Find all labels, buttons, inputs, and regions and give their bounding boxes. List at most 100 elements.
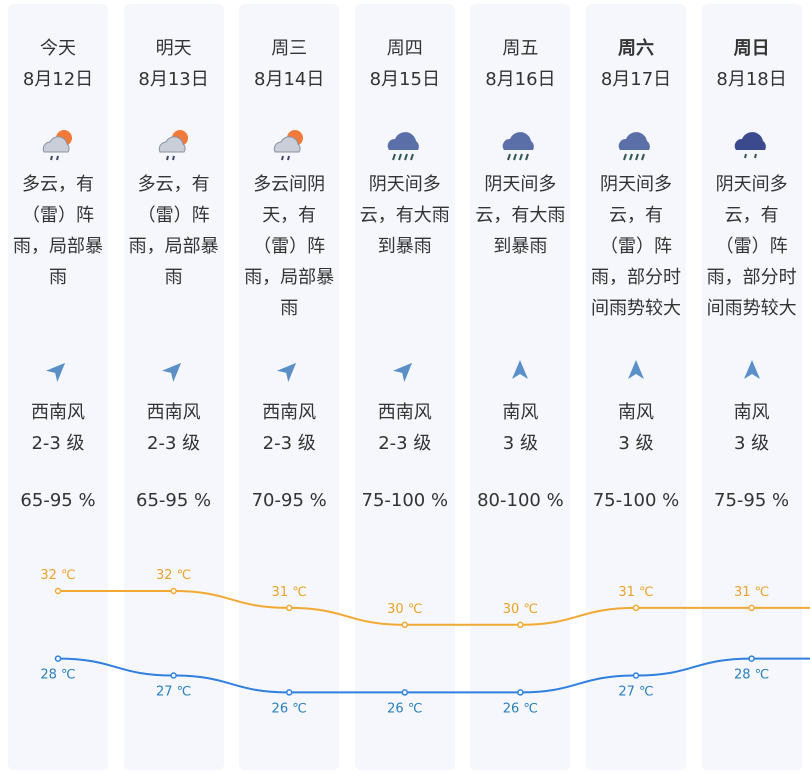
wind-direction: 西南风 <box>31 402 85 423</box>
day-column: 明天 8月13日多云，有（雷）阵雨，局部暴雨西南风 2-3 级 65-95 % <box>123 4 224 770</box>
weather: 阴天间多云，有大雨到暴雨 <box>359 174 450 257</box>
humidity: 75-95 % <box>714 490 790 511</box>
high-point <box>632 604 640 612</box>
weather-icon <box>734 132 766 159</box>
wind-arrow <box>512 360 529 379</box>
wind-level: 2-3 级 <box>262 433 316 454</box>
rain <box>50 155 59 161</box>
day-name: 周四 <box>386 38 423 59</box>
humidity: 75-100 % <box>361 490 449 511</box>
day-name: 周六 <box>618 38 654 59</box>
date: 8月13日 <box>138 69 209 90</box>
weather-icon <box>42 130 72 161</box>
weather: 多云，有（雷）阵雨，局部暴雨 <box>128 174 219 288</box>
cloud <box>734 132 766 150</box>
arrow <box>512 360 529 379</box>
wind-level: 2-3 级 <box>147 433 201 454</box>
wind-level: 2-3 级 <box>378 433 432 454</box>
cloud <box>503 132 535 150</box>
date: 8月12日 <box>22 69 94 90</box>
wind-arrow <box>46 362 66 382</box>
cloud <box>274 136 301 153</box>
day-name: 周三 <box>271 38 308 59</box>
rain <box>623 153 645 161</box>
humidity: 65-95 % <box>20 490 96 511</box>
weather-icon <box>274 130 304 161</box>
high-point <box>401 621 409 629</box>
high-label: 30 ℃ <box>503 602 538 617</box>
high-point <box>517 621 524 629</box>
cloud <box>387 132 419 150</box>
day-name: 明天 <box>155 38 192 59</box>
wind-direction: 西南风 <box>262 402 317 423</box>
arrow <box>46 362 66 382</box>
arrow <box>743 360 760 379</box>
low-label: 28 ℃ <box>40 668 75 683</box>
wind-arrow <box>628 360 644 379</box>
high-point <box>285 604 293 612</box>
humidity: 65-95 % <box>136 490 212 511</box>
weather-icon <box>503 132 535 161</box>
day-name: 周五 <box>502 38 539 59</box>
rain <box>165 155 175 161</box>
high-point <box>54 587 62 595</box>
day-column: 今天 8月12日 多云，有（雷）阵雨，局部暴雨 西南风 2-3 级 65-95 % <box>8 4 108 770</box>
arrow <box>161 362 181 382</box>
humidity: 75-100 % <box>592 490 680 511</box>
wind-direction: 西南风 <box>146 402 201 423</box>
wind-level: 2-3 级 <box>31 433 85 454</box>
low-point <box>748 655 755 662</box>
date: 8月14日 <box>254 69 325 90</box>
day-column: 周五 8月16日 阴天间多云，有大雨到暴雨 南风 3 级 80-100 % <box>470 4 571 770</box>
arrow <box>392 362 412 382</box>
low-label: 26 ℃ <box>272 701 307 716</box>
high-label: 32 ℃ <box>156 568 191 583</box>
weather: 阴天间多云，有（雷）阵雨，部分时间雨势较大 <box>706 174 797 319</box>
wind-arrow <box>392 362 412 382</box>
day-column: 周六 8月17日阴天间多云，有（雷）阵雨，部分时间雨势较大南风 3 级 75-100 … <box>586 4 686 770</box>
wind-arrow <box>277 362 297 382</box>
low-point <box>517 689 524 696</box>
arrow <box>277 362 297 382</box>
cloud <box>42 136 70 153</box>
weather: 阴天间多云，有（雷）阵雨，部分时间雨势较大 <box>591 174 681 319</box>
date: 8月17日 <box>600 69 672 90</box>
wind-level: 3 级 <box>502 433 538 454</box>
weather: 多云间阴天，有（雷）阵雨，局部暴雨 <box>244 174 335 319</box>
low-label: 27 ℃ <box>156 685 191 700</box>
weather: 阴天间多云，有大雨到暴雨 <box>475 174 566 257</box>
day-column: 周四 8月15日阴天间多云，有大雨到暴雨西南风 2-3 级 75-100 % <box>354 4 455 770</box>
low-point <box>285 689 293 696</box>
wind-direction: 西南风 <box>377 402 432 423</box>
low-label: 28 ℃ <box>734 668 769 683</box>
day-column: 周日 8月18日 阴天间多云，有（雷）阵雨，部分时间雨势较大 南风 3 级 75-95 % <box>701 4 802 770</box>
wind-direction: 南风 <box>618 402 654 423</box>
low-point <box>54 655 62 662</box>
low-label: 26 ℃ <box>503 701 538 716</box>
wind-level: 3 级 <box>618 433 654 454</box>
high-line <box>58 589 810 626</box>
high-point <box>748 604 755 612</box>
date: 8月16日 <box>485 69 556 90</box>
date: 8月15日 <box>369 69 440 90</box>
humidity: 70-95 % <box>251 490 327 511</box>
low-point <box>170 672 177 679</box>
low-point <box>632 672 640 679</box>
wind-level: 3 级 <box>734 433 770 454</box>
high-point <box>170 587 177 595</box>
wind-arrow <box>161 362 181 382</box>
rain <box>507 153 530 161</box>
low-label: 26 ℃ <box>387 701 422 716</box>
arrow <box>628 360 644 379</box>
weather-icon <box>618 132 650 161</box>
day-name: 今天 <box>40 38 76 59</box>
weather-icon <box>158 130 188 161</box>
cloud <box>158 136 186 153</box>
rain <box>281 155 291 161</box>
rain <box>391 153 414 161</box>
weather-icon <box>387 132 419 161</box>
high-label: 31 ℃ <box>618 585 653 600</box>
date: 8月18日 <box>716 69 787 90</box>
